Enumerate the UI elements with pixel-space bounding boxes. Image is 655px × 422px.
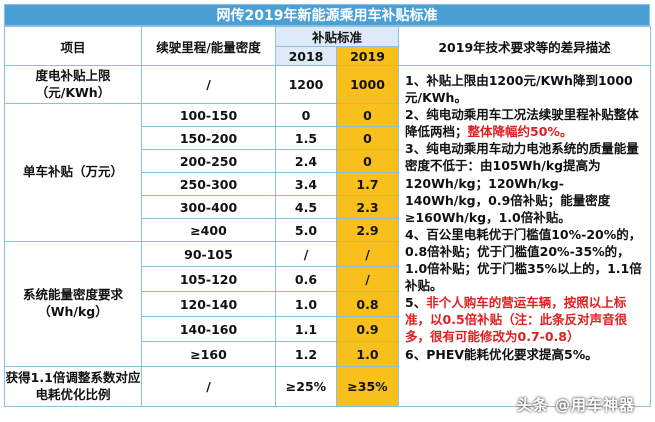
value-2018: 1.5 <box>275 126 337 150</box>
subsidy-table: 项目 续驶里程/能量密度 补贴标准 2019年技术要求等的差异描述 2018 2… <box>4 26 652 407</box>
header-2019: 2019 <box>335 46 400 66</box>
value-2018: 3.4 <box>275 172 337 196</box>
value-2018: 1200 <box>275 65 337 104</box>
range-cell: 200-250 <box>141 149 276 173</box>
value-2019: 0 <box>335 126 400 150</box>
value-2018: 1.2 <box>275 341 337 367</box>
range-cell: / <box>141 366 276 407</box>
range-cell: ≥400 <box>141 218 276 242</box>
range-cell: 250-300 <box>141 172 276 196</box>
range-cell: 150-200 <box>141 126 276 150</box>
desc-item-6: 6、PHEV能耗优化要求提高5%。 <box>405 346 598 362</box>
watermark: 头条 @用车神器 <box>516 396 635 414</box>
desc-item-4: 4、百公里电耗优于门槛值10%-20%的，0.8倍补贴；优于门槛值20%-35%… <box>405 226 642 294</box>
difference-description: 1、补贴上限由1200元/KWh降到1000元/KWh。 2、纯电动乘用车工况法… <box>398 65 652 407</box>
group-label-energy-cap: 度电补贴上限（元/KWh） <box>4 65 142 104</box>
header-range: 续驶里程/能量密度 <box>141 26 276 66</box>
table-row: 单车补贴（万元） 100-150 0 0 <box>4 103 651 242</box>
value-2019: / <box>335 241 400 267</box>
value-2019: 0.8 <box>335 291 400 317</box>
range-cell: 100-150 <box>141 103 276 127</box>
value-2019: / <box>335 266 400 292</box>
desc-item-2-highlight: 整体降幅约50%。 <box>467 124 573 140</box>
value-2018: 0.6 <box>275 266 337 292</box>
desc-item-2: 2、纯电动乘用车工况法续驶里程补贴整体降低两档；整体降幅约50%。 <box>405 107 639 140</box>
table-row: 300-400 4.5 2.3 <box>5 195 651 219</box>
group-label-per-vehicle: 单车补贴（万元） <box>4 103 142 242</box>
table-row: 150-200 1.5 0 <box>5 126 651 150</box>
table-title: 网传2019年新能源乘用车补贴标准 <box>4 4 650 26</box>
desc-item-5-highlight: 非个人购车的营运车辆，按照以上标准，以0.5倍补贴（注：此条反对声音很多，很有可… <box>405 295 628 345</box>
table-row: 120-140 1.0 0.8 <box>5 291 651 317</box>
value-2019: 0 <box>335 103 400 127</box>
range-cell: / <box>141 65 276 104</box>
value-2019: 2.9 <box>335 218 400 242</box>
value-2019: 1.7 <box>335 172 400 196</box>
value-2019: 0 <box>335 149 400 173</box>
table-row: 250-300 3.4 1.7 <box>5 172 651 196</box>
desc-item-3: 3、纯电动乘用车动力电池系统的质量能量密度不低于：由105Wh/kg提高为120… <box>405 141 639 225</box>
table-row: 度电补贴上限（元/KWh） / 1200 1000 1、补贴上限由1200元/K… <box>4 65 652 407</box>
value-2018: 2.4 <box>275 149 337 173</box>
value-2018: 5.0 <box>275 218 337 242</box>
range-cell: 90-105 <box>141 241 276 267</box>
group-label-consumption: 获得1.1倍调整系数对应电耗优化比例 <box>4 366 142 407</box>
value-2019: ≥35% <box>335 366 400 407</box>
table-row: 140-160 1.1 0.9 <box>5 316 651 342</box>
table-row: 105-120 0.6 / <box>5 266 651 292</box>
value-2019: 2.3 <box>335 195 400 219</box>
range-cell: 300-400 <box>141 195 276 219</box>
value-2019: 0.9 <box>335 316 400 342</box>
value-2018: 1.0 <box>275 291 337 317</box>
desc-item-5: 5、非个人购车的营运车辆，按照以上标准，以0.5倍补贴（注：此条反对声音很多，很… <box>405 295 628 345</box>
value-2019: 1000 <box>335 65 400 104</box>
value-2018: 0 <box>275 103 337 127</box>
value-2018: 4.5 <box>275 195 337 219</box>
value-2019: 1.0 <box>335 341 400 367</box>
table-row: 获得1.1倍调整系数对应电耗优化比例 / ≥25% ≥35% <box>4 366 651 407</box>
group-label-energy-density: 系统能量密度要求（Wh/kg） <box>4 241 142 367</box>
header-item: 项目 <box>4 26 142 66</box>
value-2018: ≥25% <box>275 366 337 407</box>
header-subsidy: 补贴标准 <box>274 26 400 47</box>
range-cell: 140-160 <box>141 316 276 342</box>
range-cell: 120-140 <box>141 291 276 317</box>
table-row: 200-250 2.4 0 <box>5 149 651 173</box>
desc-item-1: 1、补贴上限由1200元/KWh降到1000元/KWh。 <box>405 73 633 106</box>
value-2018: 1.1 <box>275 316 337 342</box>
value-2018: / <box>275 241 337 267</box>
header-description: 2019年技术要求等的差异描述 <box>398 26 652 66</box>
header-2018: 2018 <box>275 46 337 66</box>
range-cell: 105-120 <box>141 266 276 292</box>
table-row: 系统能量密度要求（Wh/kg） 90-105 / / <box>4 241 651 367</box>
range-cell: ≥160 <box>141 341 276 367</box>
